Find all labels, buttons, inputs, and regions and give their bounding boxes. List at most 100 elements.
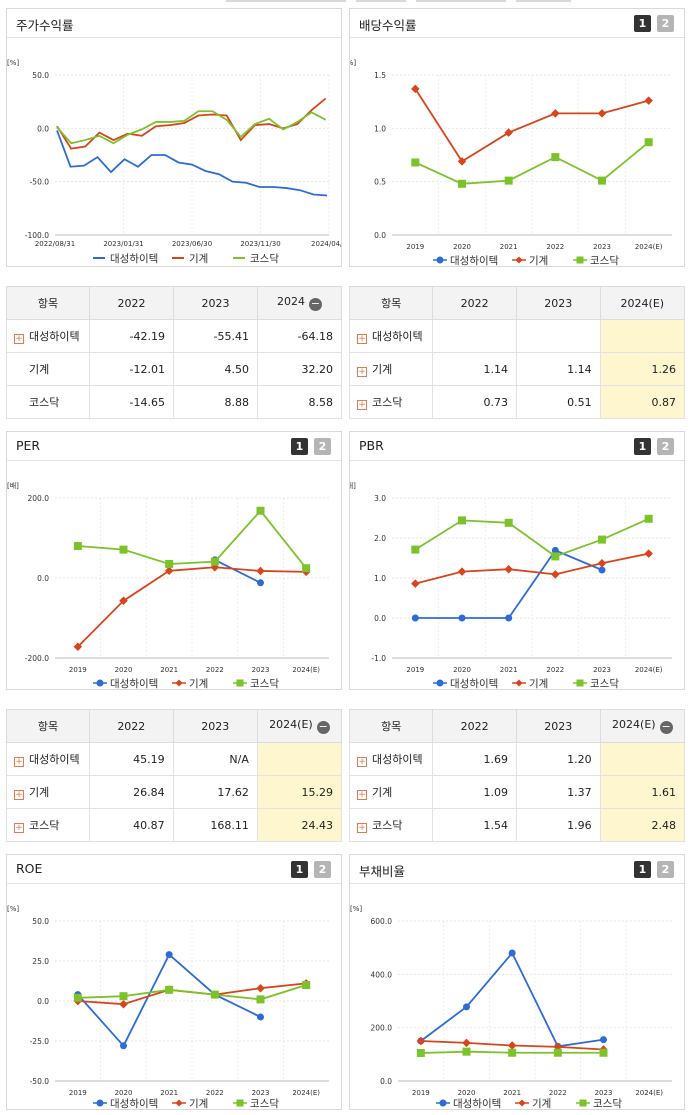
table-cell: 8.58 xyxy=(256,385,343,419)
data-point xyxy=(257,1013,264,1021)
legend-item: 코스닥 xyxy=(576,1098,622,1110)
unit-label: [배] xyxy=(7,481,19,490)
page-1-button[interactable]: 1 xyxy=(291,438,308,455)
x-tick-label: 2022/08/31 xyxy=(35,240,75,248)
series-line xyxy=(414,141,650,185)
row-name: + 대성하이텍 xyxy=(348,319,434,353)
y-tick-label: -25.0 xyxy=(30,1037,50,1046)
legend-item: 기계 xyxy=(512,678,548,690)
y-tick-label: 600.0 xyxy=(371,917,393,926)
y-tick-label: 2.0 xyxy=(374,534,386,543)
page-1-button[interactable]: 1 xyxy=(634,15,651,32)
series-line xyxy=(420,951,604,1048)
table-cell: 1.14 xyxy=(432,352,517,386)
expand-icon[interactable]: + xyxy=(14,757,24,767)
data-point xyxy=(504,128,513,137)
expand-icon[interactable]: + xyxy=(14,790,24,800)
collapse-icon[interactable]: − xyxy=(316,720,330,734)
x-tick-label: 2021 xyxy=(503,1089,521,1097)
data-point xyxy=(598,176,606,185)
table-cell: 1.61 xyxy=(599,775,686,809)
table-row: + 대성하이텍 xyxy=(348,319,686,353)
top-scroll-strip xyxy=(0,0,691,6)
unit-label: [%] xyxy=(7,59,19,67)
page-2-button[interactable]: 2 xyxy=(314,861,331,878)
series-line xyxy=(77,566,307,648)
expand-icon[interactable]: + xyxy=(14,823,24,833)
pbr-chart: [배] 3.0 2.0 1.0 0.0 -1.0 2019 2020 2021 2022 2023 2… xyxy=(344,481,672,690)
page-2-button[interactable]: 2 xyxy=(657,15,674,32)
table-cell: 0.73 xyxy=(432,385,517,419)
expand-icon[interactable]: + xyxy=(357,790,367,800)
x-tick-label: 2020 xyxy=(115,666,133,674)
data-point xyxy=(302,981,311,989)
legend-label: 대성하이텍 xyxy=(450,677,498,690)
page-1-button[interactable]: 1 xyxy=(634,438,651,455)
table-header: 항목 xyxy=(6,286,90,320)
table-header: 2022 xyxy=(432,709,517,743)
page-2-button[interactable]: 2 xyxy=(657,861,674,878)
data-point xyxy=(73,642,83,652)
expand-icon[interactable]: + xyxy=(357,400,367,410)
legend-label: 기계 xyxy=(529,255,548,267)
y-tick-label: 200.0 xyxy=(28,494,50,503)
legend-label: 대성하이텍 xyxy=(110,677,158,690)
expand-icon[interactable]: + xyxy=(14,334,24,344)
x-tick-label: 2024(E) xyxy=(292,666,320,674)
data-point xyxy=(505,614,513,622)
data-point xyxy=(416,1049,425,1057)
x-tick-label: 2019 xyxy=(406,243,424,251)
data-point xyxy=(551,109,560,118)
legend-label: 기계 xyxy=(189,253,208,265)
x-tick-label: 2023 xyxy=(252,1089,270,1097)
per-table: 항목 2022 2023 2024(E) − + 대성하이텍 45.19 N/A + 기계 26.84… xyxy=(6,709,343,842)
page-2-button[interactable]: 2 xyxy=(314,438,331,455)
expand-icon[interactable]: + xyxy=(357,367,367,377)
table-header: 2023 xyxy=(515,286,601,320)
data-point xyxy=(257,579,264,587)
x-tick-label: 2021 xyxy=(160,1089,178,1097)
table-cell xyxy=(256,742,343,776)
series-line xyxy=(214,559,261,584)
expand-icon[interactable]: + xyxy=(357,757,367,767)
page-2-button[interactable]: 2 xyxy=(657,438,674,455)
x-tick-label: 2022 xyxy=(549,1089,567,1097)
table-cell: 0.87 xyxy=(599,385,686,419)
data-point xyxy=(553,1048,562,1057)
data-point xyxy=(597,109,607,118)
page-1-button[interactable]: 1 xyxy=(634,861,651,878)
expand-icon[interactable]: + xyxy=(357,823,367,833)
table-cell: 26.84 xyxy=(88,775,174,809)
x-tick-label: 2019 xyxy=(406,666,424,674)
dividend-yield-table: 항목 2022 2023 2024(E) + 대성하이텍 + 기계 1.14 1.14 1.26 + 코… xyxy=(348,286,686,419)
row-name: +코스닥 xyxy=(6,808,90,842)
y-tick-label: 25.0 xyxy=(32,957,49,966)
y-tick-label: 50.0 xyxy=(32,917,49,926)
x-tick-label: 2019 xyxy=(69,1089,87,1097)
y-tick-label: -50.0 xyxy=(30,1077,50,1086)
data-point xyxy=(256,566,265,576)
legend-item: 기계 xyxy=(172,678,208,690)
table-cell: 2.48 xyxy=(599,808,686,842)
expand-icon[interactable]: + xyxy=(357,334,367,344)
legend-item: 대성하이텍 xyxy=(433,677,498,690)
data-point xyxy=(411,158,420,167)
table-header: 항목 xyxy=(348,286,434,320)
row-name: +기계 xyxy=(6,352,90,386)
data-point xyxy=(504,564,513,574)
table-row: + 코스닥 40.87 168.11 24.43 xyxy=(6,808,343,842)
table-cell: 1.20 xyxy=(515,742,601,776)
row-name: + 대성하이텍 xyxy=(6,742,90,776)
data-point xyxy=(411,614,419,622)
y-tick-label: -100.0 xyxy=(25,231,49,240)
legend-label: 대성하이텍 xyxy=(453,1097,501,1110)
page-1-button[interactable]: 1 xyxy=(291,861,308,878)
x-tick-label: 2024(E) xyxy=(635,1089,663,1097)
table-header: 2023 xyxy=(172,709,258,743)
collapse-icon[interactable]: − xyxy=(659,720,673,734)
data-point xyxy=(551,546,559,554)
collapse-icon[interactable]: − xyxy=(308,297,322,311)
table-row: + 코스닥 0.73 0.51 0.87 xyxy=(348,385,686,419)
data-point xyxy=(458,516,466,525)
